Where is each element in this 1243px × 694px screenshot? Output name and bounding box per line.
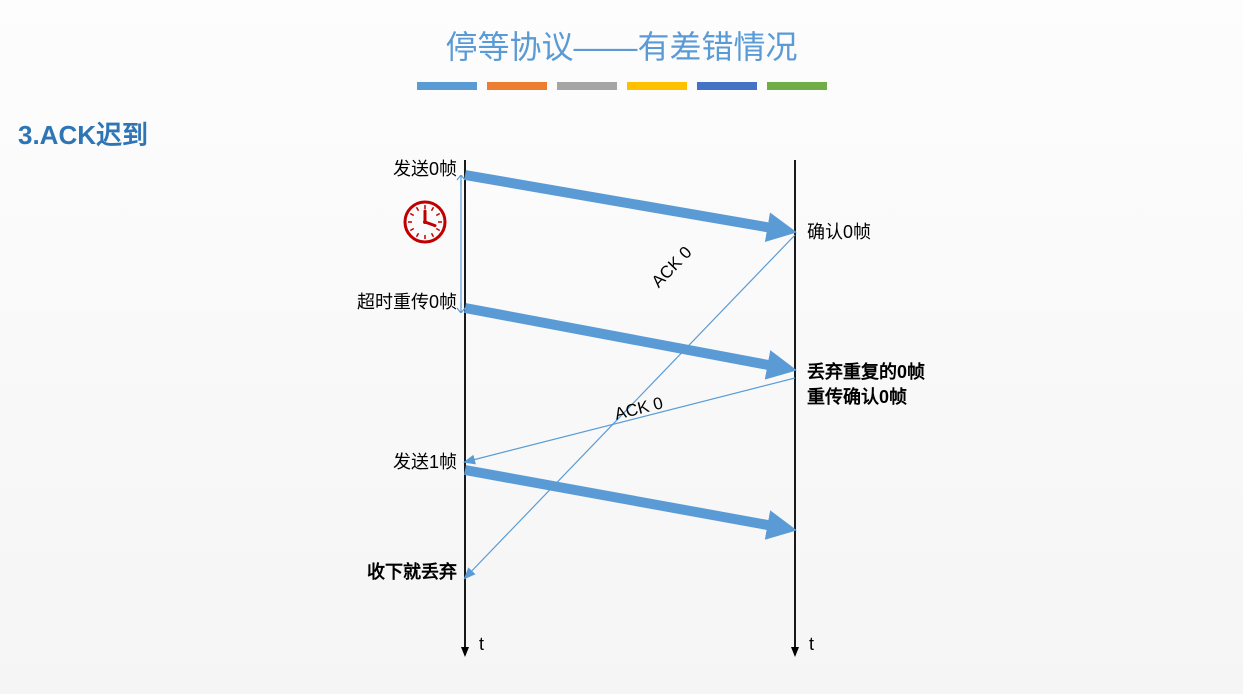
left-event: 发送0帧 [393,155,457,181]
left-event: 收下就丢弃 [367,558,457,584]
left-event: 发送1帧 [393,448,457,474]
sequence-diagram [0,0,1243,694]
right-event: 重传确认0帧 [807,383,907,409]
right-event: 丢弃重复的0帧 [807,358,925,384]
left-event: 超时重传0帧 [357,288,457,314]
axis-label: t [479,634,484,655]
axis-label: t [809,634,814,655]
right-event: 确认0帧 [807,218,871,244]
